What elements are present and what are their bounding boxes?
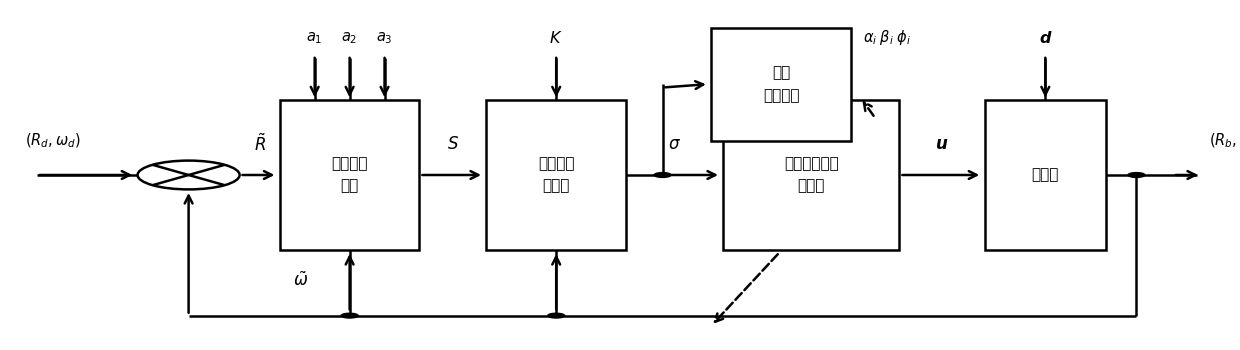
Bar bbox=[486, 99, 626, 251]
Text: $K$: $K$ bbox=[549, 30, 563, 46]
Text: 航天器: 航天器 bbox=[1032, 168, 1059, 182]
Bar bbox=[723, 99, 899, 251]
Text: $\sigma$: $\sigma$ bbox=[668, 135, 681, 153]
Text: $(R_d,\omega_d)$: $(R_d,\omega_d)$ bbox=[25, 132, 81, 150]
Text: 姿态误差
向量: 姿态误差 向量 bbox=[331, 156, 368, 194]
Circle shape bbox=[341, 313, 358, 318]
Circle shape bbox=[548, 313, 564, 318]
Circle shape bbox=[653, 173, 671, 177]
Text: $\boldsymbol{u}$: $\boldsymbol{u}$ bbox=[935, 135, 949, 153]
Text: $a_2$: $a_2$ bbox=[341, 30, 358, 46]
Text: 双层
自适应律: 双层 自适应律 bbox=[763, 65, 800, 103]
Text: $\boldsymbol{d}$: $\boldsymbol{d}$ bbox=[1039, 30, 1052, 46]
Text: $a_3$: $a_3$ bbox=[376, 30, 393, 46]
Text: $\alpha_i \;\beta_i \;\phi_i$: $\alpha_i \;\beta_i \;\phi_i$ bbox=[863, 28, 911, 47]
Text: $\tilde{R}$: $\tilde{R}$ bbox=[253, 133, 265, 155]
Text: 有限时间
滑模面: 有限时间 滑模面 bbox=[538, 156, 574, 194]
Text: $(R_b,\omega_b)$: $(R_b,\omega_b)$ bbox=[1209, 132, 1240, 150]
Bar bbox=[985, 99, 1106, 251]
Circle shape bbox=[1128, 173, 1145, 177]
Bar bbox=[280, 99, 419, 251]
Text: $S$: $S$ bbox=[446, 135, 459, 153]
Text: 变增益超螺旋
控制律: 变增益超螺旋 控制律 bbox=[784, 156, 838, 194]
Text: $a_1$: $a_1$ bbox=[306, 30, 322, 46]
Circle shape bbox=[138, 161, 239, 189]
Bar bbox=[711, 28, 851, 141]
Text: $\tilde{\omega}$: $\tilde{\omega}$ bbox=[294, 272, 309, 290]
